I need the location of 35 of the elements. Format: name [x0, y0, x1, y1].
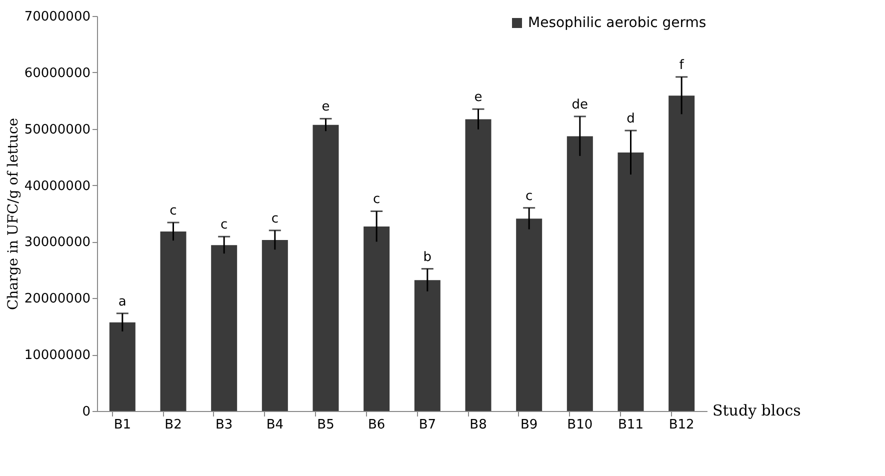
annotation: f [679, 58, 684, 73]
y-axis-title: Charge in UFC/g of lettuce [5, 118, 22, 310]
x-tick-label: B9 [520, 418, 538, 432]
y-tick-label: 40000000 [24, 178, 90, 194]
x-tick-label: B12 [668, 418, 694, 432]
x-tick-label: B10 [567, 418, 593, 432]
annotation: c [170, 204, 177, 219]
y-tick-label: 70000000 [24, 10, 90, 24]
annotation: c [220, 218, 228, 233]
annotation: a [118, 294, 126, 310]
annotation: d [626, 112, 635, 127]
annotation: e [322, 100, 330, 115]
y-tick-label: 50000000 [24, 122, 90, 138]
x-tick-label: B2 [164, 418, 182, 432]
x-tick-label: B7 [418, 418, 436, 432]
y-tick-label: 30000000 [24, 235, 90, 250]
x-axis-title: Study blocs [712, 402, 801, 420]
x-tick-label: B4 [266, 418, 284, 432]
annotation: c [373, 192, 380, 208]
x-tick-label: B6 [368, 418, 386, 432]
x-tick-label: B1 [114, 418, 132, 432]
y-tick-label: 20000000 [24, 292, 90, 307]
annotation: de [572, 97, 588, 112]
annotation: c [271, 211, 278, 226]
x-tick-label: B3 [215, 418, 233, 432]
y-tick-label: 10000000 [24, 348, 90, 364]
x-tick-label: B8 [470, 418, 487, 432]
annotation: c [526, 188, 533, 204]
x-tick-label: B11 [618, 418, 644, 432]
x-tick-label: B5 [317, 418, 334, 432]
annotation: e [474, 90, 482, 106]
y-tick-label: 60000000 [24, 66, 90, 81]
annotation: b [423, 250, 432, 265]
legend-label: Mesophilic aerobic germs [528, 15, 706, 31]
y-tick-label: 0 [82, 404, 90, 420]
